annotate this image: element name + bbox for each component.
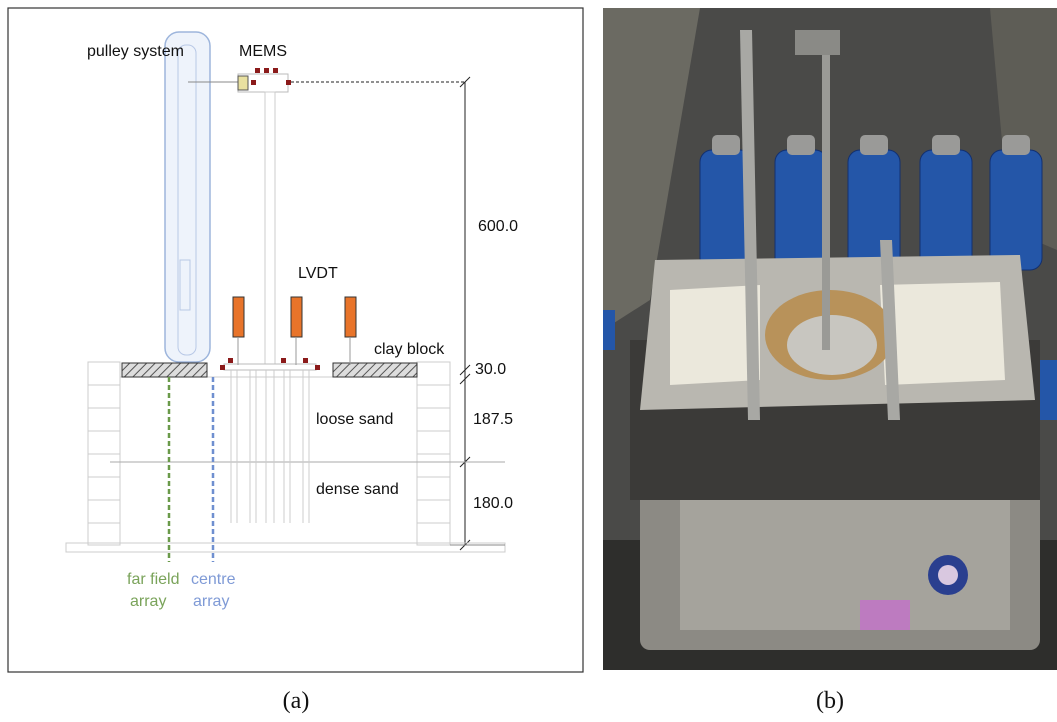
cap-sensors (220, 358, 320, 370)
dimension: 187.5 (473, 411, 513, 428)
dimension: 180.0 (473, 495, 513, 512)
pulley-inner (177, 44, 197, 356)
array-label: centre (191, 571, 236, 588)
caption: (a) (283, 688, 310, 714)
label: pulley system (87, 43, 184, 60)
panel-b-photo (603, 8, 1057, 670)
mems-sensors (251, 68, 291, 85)
array-label: far field (127, 571, 179, 588)
pulley-slot (179, 259, 191, 311)
label: LVDT (298, 265, 338, 282)
label: dense sand (316, 481, 399, 498)
panel-a: pulley system MEMS LVDT clay block loose… (7, 7, 584, 714)
dimension: 600.0 (478, 218, 518, 235)
dimension: 30.0 (475, 361, 506, 378)
caption: (b) (816, 688, 844, 714)
pulley-tube (164, 31, 211, 363)
array-label: array (193, 593, 229, 610)
label: MEMS (239, 43, 287, 60)
clay-block (332, 362, 418, 378)
clay-block (121, 362, 208, 378)
label: clay block (374, 341, 445, 358)
rod (264, 91, 276, 365)
array-label: array (130, 593, 166, 610)
label: loose sand (316, 411, 393, 428)
mems-clamp (237, 75, 249, 91)
piles (230, 370, 310, 523)
lvdt (232, 296, 357, 365)
